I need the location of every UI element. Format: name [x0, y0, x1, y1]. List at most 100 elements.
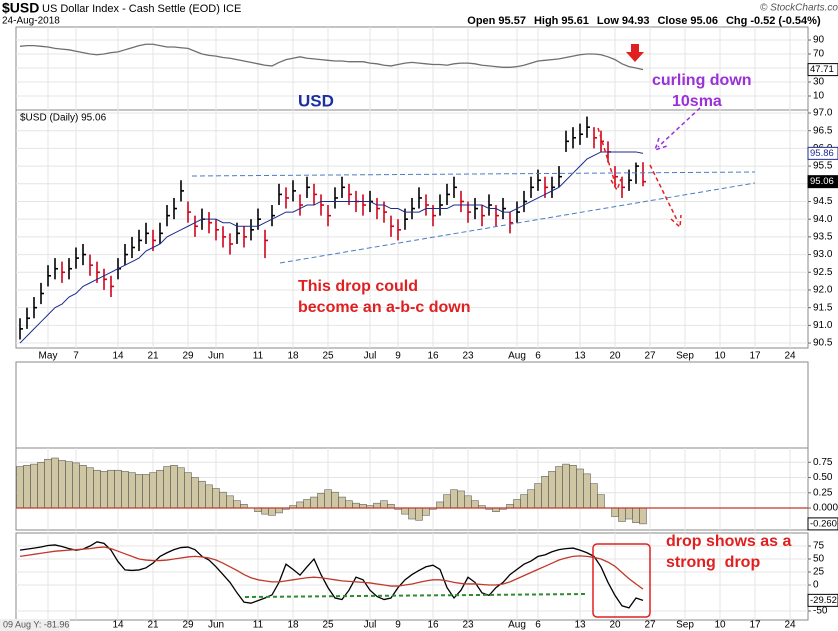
moving-average — [19, 151, 644, 344]
panel-frame — [15, 532, 809, 621]
annotation: This drop could — [298, 278, 418, 295]
x-tick-label: 21 — [147, 620, 159, 631]
x-tick-label: 24 — [784, 351, 796, 362]
histogram-bar — [317, 493, 325, 509]
crosshair-readout: 09 Aug Y: -81.96 — [3, 619, 69, 629]
histogram-bar — [331, 491, 339, 509]
trendline — [279, 182, 756, 264]
y-tick-label: 30 — [813, 77, 825, 88]
x-tick-label: Jun — [208, 351, 224, 362]
x-tick-label: 13 — [574, 620, 586, 631]
histogram-bar — [450, 489, 458, 509]
histogram-bar — [527, 489, 535, 509]
y-tick-label: 0.50 — [813, 472, 833, 483]
quote-value: 95.61 — [561, 15, 589, 27]
crosshair-box — [0, 619, 70, 631]
y-tick-label: 10 — [813, 91, 825, 102]
histogram-bar — [632, 507, 640, 523]
histogram-bar — [597, 494, 605, 509]
value-box — [807, 146, 838, 160]
down-arrow — [626, 44, 644, 62]
x-tick-label: 23 — [462, 620, 474, 631]
y-tick-label: 91.5 — [813, 302, 833, 313]
y-tick-label: 0 — [813, 580, 819, 591]
histogram-bar — [541, 476, 549, 509]
y-tick-label: 93.0 — [813, 249, 833, 260]
histogram-bar — [380, 500, 388, 509]
x-tick-label: 20 — [609, 620, 621, 631]
histogram-bar — [163, 466, 171, 509]
histogram-bar — [156, 469, 164, 509]
x-tick-label: 17 — [749, 620, 761, 631]
x-tick-label: 16 — [427, 351, 439, 362]
value-box-label: -0.260 — [810, 518, 837, 529]
x-tick-label: 6 — [535, 620, 541, 631]
y-tick-label: 97.0 — [813, 108, 833, 119]
x-tick-label: Jul — [364, 620, 377, 631]
histogram-bar — [576, 468, 584, 509]
value-box-label: 47.71 — [810, 64, 834, 75]
histogram-bar — [142, 474, 150, 509]
annotation: drop shows as a — [666, 533, 791, 550]
x-tick-label: 16 — [427, 620, 439, 631]
instrument-name: US Dollar Index - Cash Settle (EOD) ICE — [42, 3, 241, 15]
histogram-bar — [457, 490, 465, 509]
histogram-bar — [135, 474, 143, 509]
histogram-bar — [226, 495, 234, 509]
quote-value: 95.06 — [690, 15, 718, 27]
histogram-bar — [611, 507, 619, 517]
histogram-bar — [555, 466, 563, 509]
quote-label: Close — [657, 15, 687, 27]
x-tick-label: 25 — [322, 351, 334, 362]
histogram-bar — [625, 507, 633, 520]
histogram-bar — [58, 460, 66, 509]
y-tick-label: 92.0 — [813, 285, 833, 296]
histogram-bar — [590, 483, 598, 509]
histogram-bar — [65, 461, 73, 509]
highlight-box — [592, 543, 651, 618]
histogram-bar — [107, 469, 115, 509]
histogram-bar — [436, 501, 444, 509]
histogram-bar — [569, 465, 577, 509]
histogram-bar — [100, 471, 108, 509]
histogram-bar — [30, 463, 38, 509]
arrow — [597, 127, 622, 192]
histogram-bar — [583, 473, 591, 509]
value-box — [807, 175, 838, 189]
credit: © StockCharts.com — [760, 3, 838, 14]
histogram-bar — [401, 507, 409, 515]
annotations: $USD (Daily) 95.06 USD curling down 10sm… — [0, 44, 791, 631]
x-tick-label: 23 — [462, 351, 474, 362]
value-box — [807, 517, 838, 531]
annotation: become an a-b-c down — [298, 299, 470, 316]
value-box — [807, 63, 838, 77]
histogram-bar — [51, 457, 59, 509]
value-box-label: 95.06 — [810, 176, 834, 187]
x-tick-label: 27 — [644, 620, 656, 631]
y-tick-label: -50 — [813, 606, 828, 617]
plot-layer: May 7 14 14 21 21 29 29 Jun Jun 11 11 18 18 25 25 Jul Jul… — [16, 27, 838, 631]
x-tick-label: 29 — [182, 620, 194, 631]
x-tick-label: 27 — [644, 351, 656, 362]
x-tick-label: 6 — [535, 351, 541, 362]
y-tick-label: 95.5 — [813, 161, 833, 172]
histogram-bar — [212, 488, 220, 509]
histogram-bar — [471, 500, 479, 509]
quote: Open 95.57 High 95.61 Low 94.93 Close 95.06 Chg -… — [452, 15, 830, 27]
histogram-bar — [184, 472, 192, 509]
histogram-bar — [422, 507, 430, 516]
indicator-line — [19, 541, 644, 609]
quote-value: 94.93 — [622, 15, 650, 27]
x-tick-label: 11 — [253, 620, 264, 631]
x-tick-label: 21 — [147, 351, 159, 362]
x-tick-label: Aug — [508, 620, 526, 631]
x-tick-label: 10 — [714, 620, 726, 631]
histogram-bar — [86, 467, 94, 509]
y-tick-label: 92.5 — [813, 267, 833, 278]
quote-value: -0.52 — [750, 15, 775, 27]
support-line — [244, 593, 589, 598]
x-tick-label: 20 — [609, 351, 621, 362]
histogram-bar — [23, 465, 31, 509]
histogram-bar — [79, 465, 87, 509]
